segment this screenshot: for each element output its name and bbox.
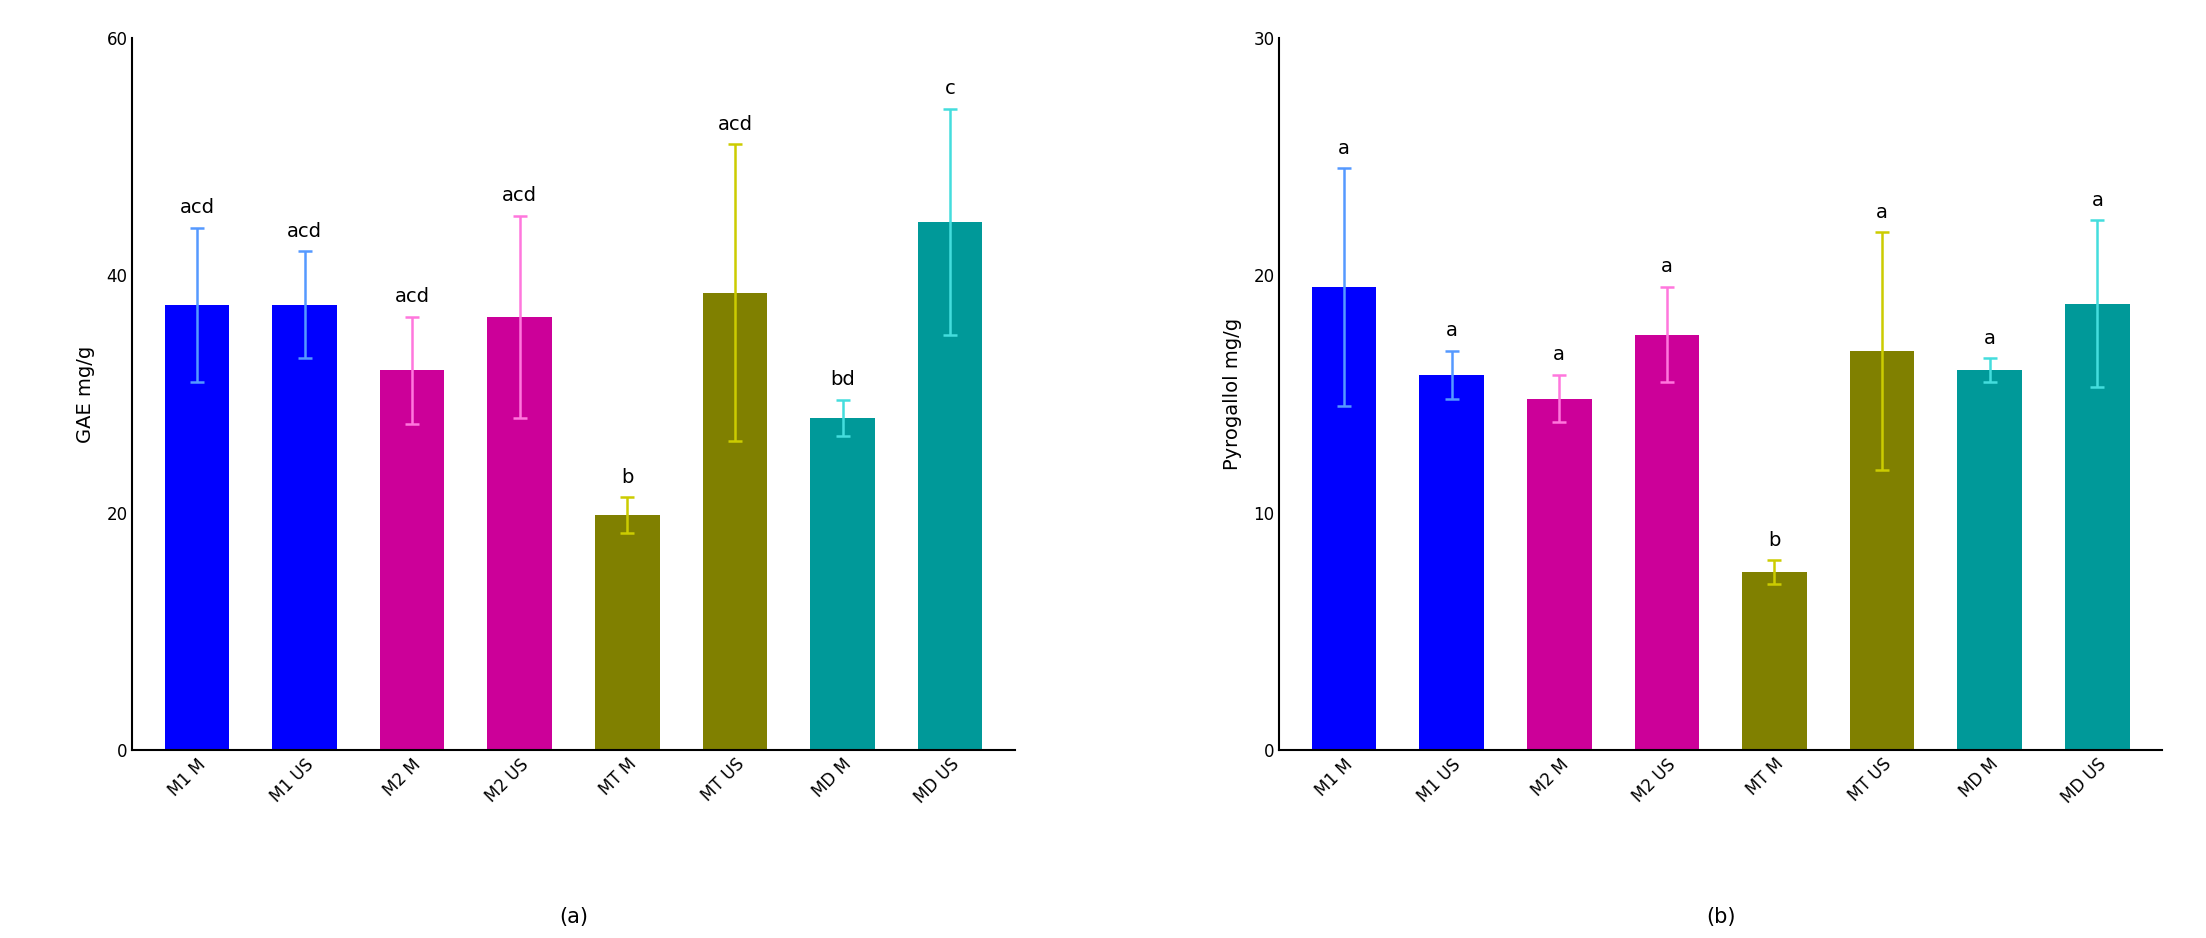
Bar: [596, 515, 660, 750]
Text: acd: acd: [287, 221, 322, 241]
Text: a: a: [1875, 203, 1888, 221]
Bar: [918, 221, 982, 750]
Bar: [1635, 335, 1699, 750]
Text: b: b: [1769, 531, 1780, 550]
Bar: [1527, 399, 1591, 750]
Text: c: c: [944, 79, 955, 98]
Bar: [1851, 351, 1915, 750]
Bar: [704, 293, 768, 750]
Bar: [1957, 371, 2023, 750]
Bar: [810, 417, 876, 750]
Text: a: a: [1983, 328, 1996, 348]
Text: a: a: [1339, 139, 1350, 158]
Y-axis label: Pyrogallol mg/g: Pyrogallol mg/g: [1224, 318, 1242, 470]
Text: acd: acd: [717, 114, 752, 134]
Bar: [1743, 572, 1807, 750]
Bar: [379, 371, 443, 750]
Text: bd: bd: [829, 371, 856, 389]
Text: (a): (a): [558, 907, 589, 928]
Y-axis label: GAE mg/g: GAE mg/g: [77, 345, 95, 443]
Bar: [165, 305, 229, 750]
Text: a: a: [1553, 345, 1566, 364]
Text: b: b: [622, 468, 633, 487]
Text: acd: acd: [179, 198, 214, 217]
Bar: [488, 317, 552, 750]
Text: a: a: [2091, 190, 2102, 210]
Text: acd: acd: [395, 287, 430, 306]
Text: (b): (b): [1705, 907, 1736, 928]
Text: a: a: [1661, 257, 1672, 277]
Bar: [271, 305, 338, 750]
Text: acd: acd: [503, 186, 538, 205]
Bar: [1313, 287, 1377, 750]
Text: a: a: [1445, 322, 1458, 340]
Bar: [1418, 375, 1485, 750]
Bar: [2065, 304, 2129, 750]
